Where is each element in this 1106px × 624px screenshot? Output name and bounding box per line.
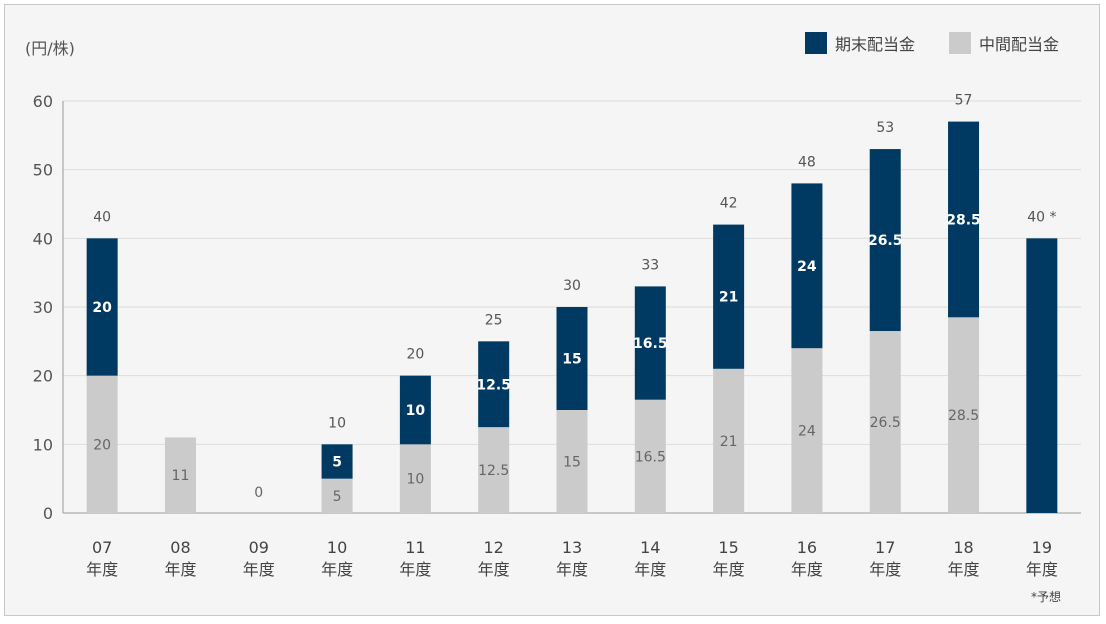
interim-value-label: 20 xyxy=(93,437,111,453)
x-tick-year: 07 xyxy=(92,538,112,557)
bar-interim xyxy=(164,437,196,513)
bar-interim xyxy=(86,375,118,513)
total-value-label: 10 xyxy=(328,415,346,431)
bar-final xyxy=(791,183,823,349)
total-value-label: 25 xyxy=(485,312,503,328)
y-tick-label: 40 xyxy=(33,229,53,248)
total-value-label: 57 xyxy=(955,93,973,109)
interim-value-label: 16.5 xyxy=(635,449,666,465)
y-tick-label: 30 xyxy=(33,298,53,317)
bar-final xyxy=(1026,238,1058,514)
x-tick-year: 16 xyxy=(797,538,817,557)
final-value-label: 21 xyxy=(719,290,738,306)
y-tick-label: 20 xyxy=(33,367,53,386)
interim-value-label: 5 xyxy=(333,489,342,505)
final-value-label: 24 xyxy=(797,259,817,275)
bar-interim xyxy=(399,444,431,513)
bar-final xyxy=(478,341,510,428)
total-value-label: 20 xyxy=(406,347,424,363)
legend-label-interim: 中間配当金 xyxy=(979,35,1060,54)
final-value-label: 10 xyxy=(406,403,426,419)
final-value-label: 15 xyxy=(562,352,581,368)
x-tick-year: 14 xyxy=(640,538,660,557)
interim-value-label: 28.5 xyxy=(948,408,979,424)
final-value-label: 26.5 xyxy=(868,233,903,249)
x-tick-suffix: 年度 xyxy=(869,560,901,579)
bar-interim xyxy=(948,317,980,513)
interim-value-label: 15 xyxy=(563,455,581,471)
x-tick-year: 11 xyxy=(405,538,425,557)
x-tick-suffix: 年度 xyxy=(86,560,118,579)
interim-value-label: 10 xyxy=(406,472,424,488)
y-tick-label: 10 xyxy=(33,435,53,454)
total-value-label: 48 xyxy=(798,154,816,170)
bar-interim xyxy=(478,427,510,513)
bar-interim xyxy=(556,410,588,513)
final-value-label: 20 xyxy=(92,300,112,316)
bar-final xyxy=(948,121,980,318)
total-value-label: 30 xyxy=(563,278,581,294)
x-tick-suffix: 年度 xyxy=(1026,560,1058,579)
x-tick-suffix: 年度 xyxy=(243,560,275,579)
final-value-label: 16.5 xyxy=(633,336,668,352)
chart-frame: (円/株) 期末配当金 中間配当金 0 10 20 30 40 50 60 20 20 40 07 年… xyxy=(4,4,1100,616)
legend-item-interim: 中間配当金 xyxy=(949,31,1059,55)
x-tick-suffix: 年度 xyxy=(948,560,980,579)
total-value-label: 40 * xyxy=(1027,209,1056,225)
bar-final xyxy=(869,149,901,332)
x-tick-year: 15 xyxy=(718,538,738,557)
final-value-label: 12.5 xyxy=(476,377,511,393)
legend-swatch-final xyxy=(805,32,827,54)
x-tick-suffix: 年度 xyxy=(713,560,745,579)
y-unit-label: (円/株) xyxy=(25,39,75,58)
x-tick-year: 08 xyxy=(170,538,190,557)
bar-interim xyxy=(713,368,745,513)
x-tick-suffix: 年度 xyxy=(556,560,588,579)
interim-value-label: 0 xyxy=(254,485,263,501)
legend-label-final: 期末配当金 xyxy=(835,35,916,54)
x-tick-suffix: 年度 xyxy=(634,560,666,579)
interim-value-label: 21 xyxy=(720,434,738,450)
legend-swatch-interim xyxy=(949,32,971,54)
final-value-label: 28.5 xyxy=(946,212,981,228)
x-tick-year: 10 xyxy=(327,538,347,557)
bar-interim xyxy=(791,348,823,513)
y-tick-label: 60 xyxy=(33,92,53,111)
bar-final xyxy=(399,375,431,445)
x-tick-suffix: 年度 xyxy=(478,560,510,579)
final-value-label: 5 xyxy=(332,455,342,471)
x-tick-suffix: 年度 xyxy=(321,560,353,579)
interim-value-label: 12.5 xyxy=(478,463,509,479)
x-tick-suffix: 年度 xyxy=(164,560,196,579)
bar-final xyxy=(713,224,745,369)
x-tick-year: 13 xyxy=(562,538,582,557)
bar-final xyxy=(86,238,118,376)
total-value-label: 40 xyxy=(93,209,111,225)
bar-interim xyxy=(634,399,666,513)
total-value-label: 42 xyxy=(720,196,738,212)
x-tick-suffix: 年度 xyxy=(399,560,431,579)
x-tick-year: 19 xyxy=(1032,538,1052,557)
interim-value-label: 26.5 xyxy=(870,415,901,431)
y-tick-label: 0 xyxy=(43,504,53,523)
forecast-footnote: *予想 xyxy=(1030,590,1061,604)
bar-interim xyxy=(869,331,901,513)
x-tick-suffix: 年度 xyxy=(791,560,823,579)
bar-final xyxy=(321,444,353,479)
bar-final xyxy=(634,286,666,400)
x-tick-year: 09 xyxy=(249,538,269,557)
dividend-bar-chart: 0 10 20 30 40 50 60 20 20 40 07 年度 11 08 年度 0 09 年度 5 5 10 10… xyxy=(33,92,1081,579)
x-tick-year: 18 xyxy=(953,538,973,557)
x-tick-year: 12 xyxy=(484,538,504,557)
legend-item-final: 期末配当金 xyxy=(805,31,915,55)
interim-value-label: 11 xyxy=(172,468,190,484)
x-tick-year: 17 xyxy=(875,538,895,557)
y-tick-label: 50 xyxy=(33,161,53,180)
total-value-label: 53 xyxy=(876,120,894,136)
bar-interim xyxy=(321,478,353,513)
interim-value-label: 24 xyxy=(798,424,816,440)
total-value-label: 33 xyxy=(641,257,659,273)
bar-final xyxy=(556,307,588,410)
